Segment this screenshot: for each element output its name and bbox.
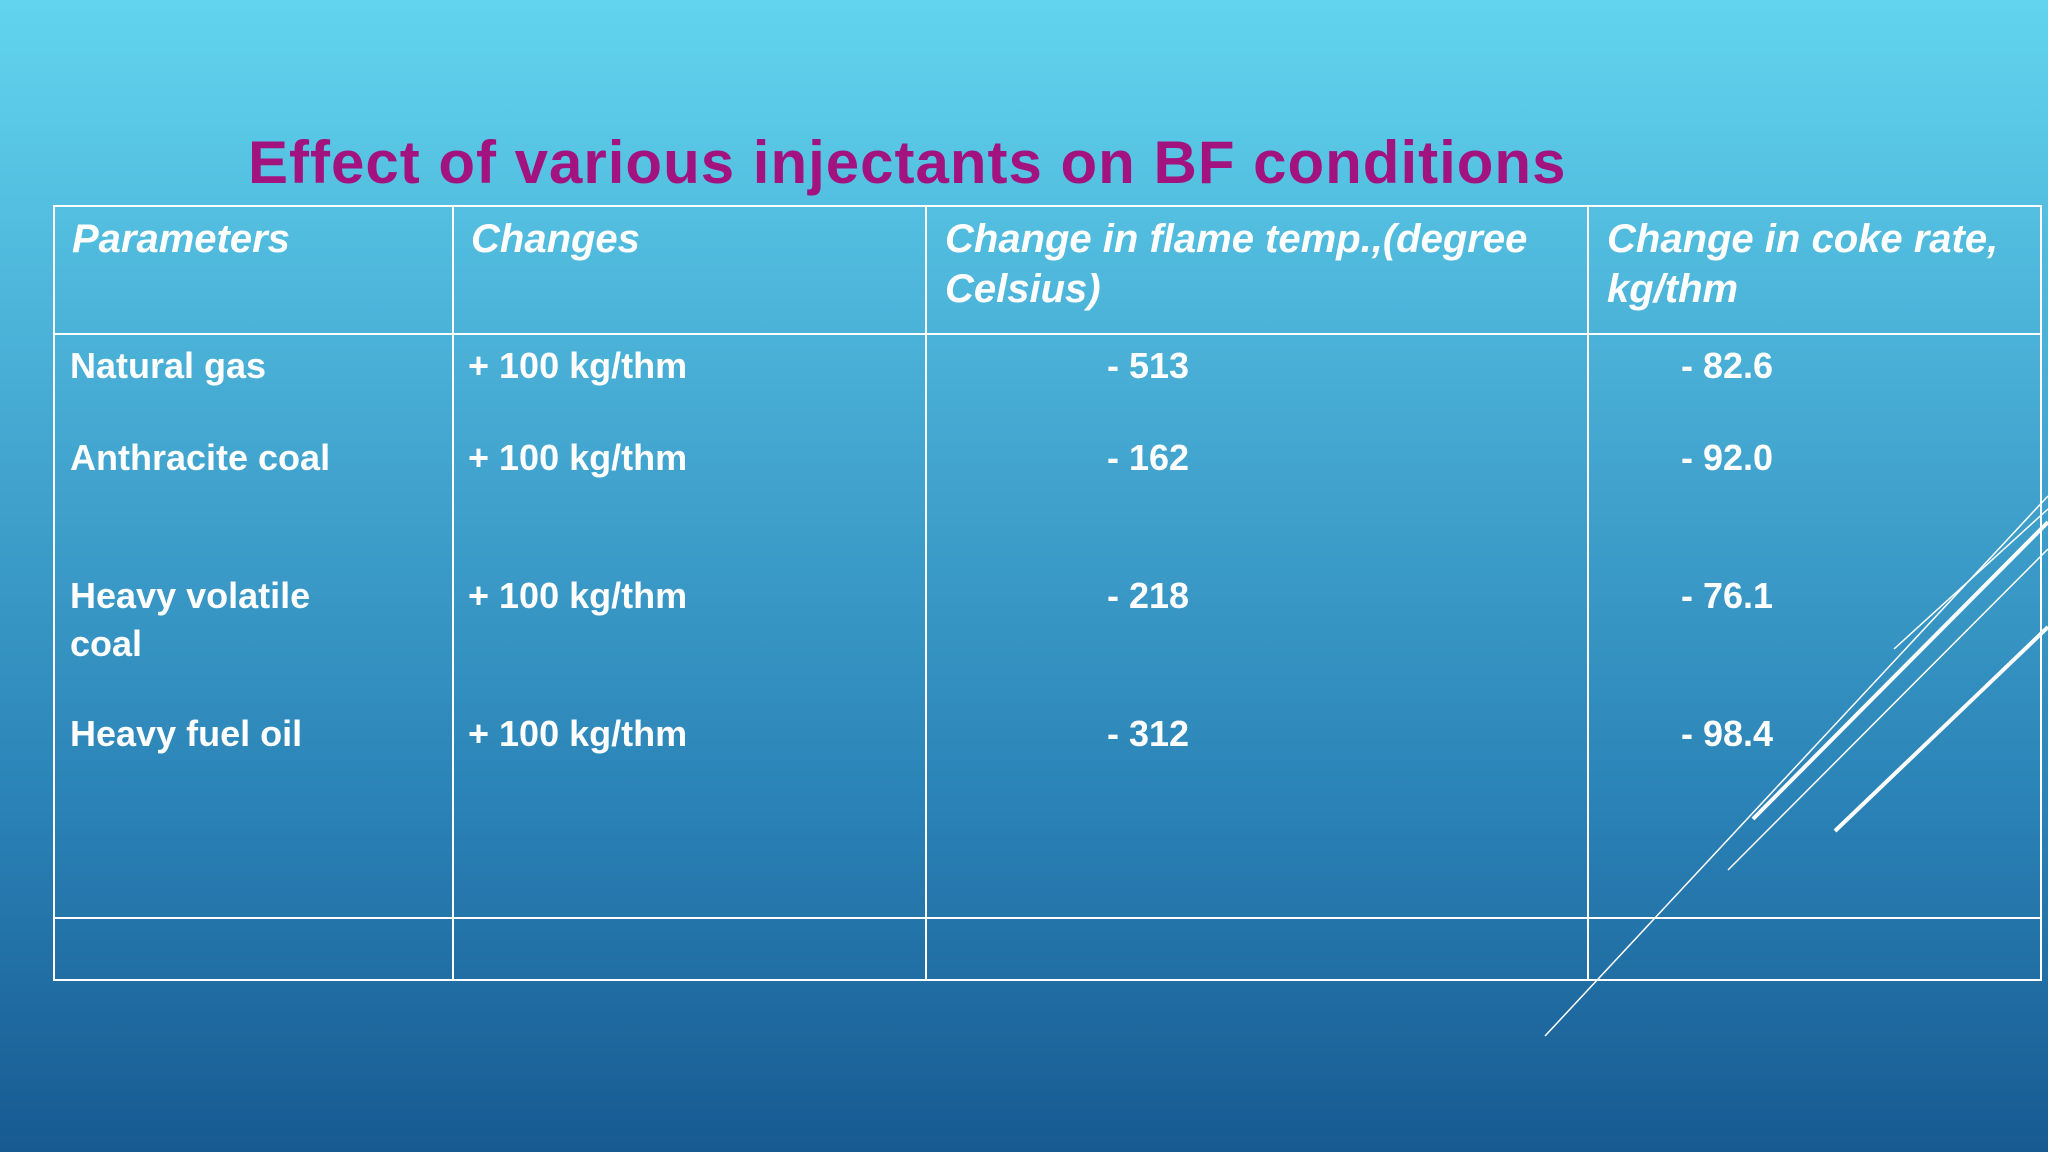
table-cell: + 100 kg/thm bbox=[468, 713, 688, 754]
header-cell: Parameters bbox=[72, 217, 290, 261]
table-cell: - 92.0 bbox=[1681, 437, 1774, 478]
table-cell: + 100 kg/thm bbox=[468, 575, 688, 616]
table-cell: Anthracite coal bbox=[70, 437, 331, 478]
table-cell: Heavy volatile coal bbox=[70, 575, 311, 664]
table-cell: + 100 kg/thm bbox=[468, 345, 688, 386]
table-cell: - 98.4 bbox=[1681, 713, 1774, 754]
table-cell: Heavy fuel oil bbox=[70, 713, 303, 754]
table-cell: - 162 bbox=[1107, 437, 1190, 478]
header-cell: Changes bbox=[471, 217, 640, 261]
table-cell: + 100 kg/thm bbox=[468, 437, 688, 478]
table-cell: - 82.6 bbox=[1681, 345, 1774, 386]
diagonal-lines bbox=[1544, 495, 2048, 1037]
table-cell: - 513 bbox=[1107, 345, 1190, 386]
table-cell: - 76.1 bbox=[1681, 575, 1774, 616]
table-cell: Natural gas bbox=[70, 345, 267, 386]
table-cell: - 312 bbox=[1107, 713, 1190, 754]
slide-title: Effect of various injectants on BF condi… bbox=[248, 129, 1567, 196]
header-cell: Change in flame temp.,(degree Celsius) bbox=[945, 217, 1528, 311]
table-cell: - 218 bbox=[1107, 575, 1190, 616]
table-borders bbox=[53, 205, 2042, 981]
header-cell: Change in coke rate, kg/thm bbox=[1607, 217, 1999, 311]
